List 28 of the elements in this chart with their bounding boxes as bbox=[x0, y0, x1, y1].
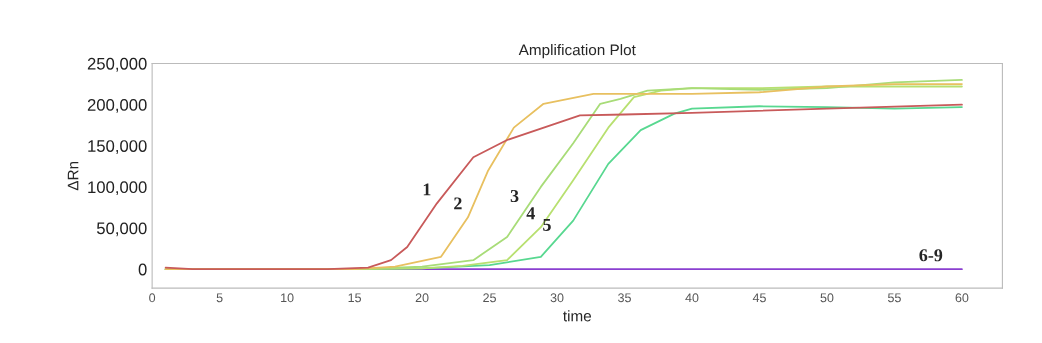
annotation: 6-9 bbox=[919, 249, 943, 262]
annotation: 5 bbox=[543, 218, 551, 231]
x-tick-label: 40 bbox=[685, 293, 699, 303]
annotation: 4 bbox=[526, 207, 535, 220]
y-tick-label: 0 bbox=[138, 263, 147, 276]
chart-title: Amplification Plot bbox=[518, 44, 636, 59]
x-tick-label: 45 bbox=[752, 293, 766, 303]
x-tick-label: 50 bbox=[820, 293, 834, 303]
annotation: 3 bbox=[510, 189, 519, 203]
y-tick-label: 200,000 bbox=[87, 99, 147, 113]
annotation: 1 bbox=[423, 183, 431, 196]
x-tick-label: 55 bbox=[887, 293, 901, 303]
y-tick-label: 250,000 bbox=[87, 57, 147, 72]
x-tick-label: 35 bbox=[618, 293, 631, 303]
annotation: 2 bbox=[454, 197, 462, 210]
y-tick-label: 50,000 bbox=[96, 222, 147, 237]
x-tick-label: 30 bbox=[550, 293, 564, 303]
x-tick-label: 5 bbox=[216, 293, 223, 303]
x-tick-label: 0 bbox=[149, 293, 156, 303]
x-tick-label: 60 bbox=[955, 293, 969, 303]
x-tick-label: 15 bbox=[348, 293, 362, 303]
x-tick-label: 10 bbox=[281, 293, 294, 303]
x-tick-label: 25 bbox=[483, 293, 496, 303]
y-axis-title: ΔRn bbox=[67, 161, 79, 191]
y-tick-label: 150,000 bbox=[88, 140, 147, 154]
y-tick-label: 100,000 bbox=[88, 181, 147, 196]
x-axis-title: time bbox=[563, 310, 592, 322]
x-tick-label: 20 bbox=[415, 293, 429, 303]
